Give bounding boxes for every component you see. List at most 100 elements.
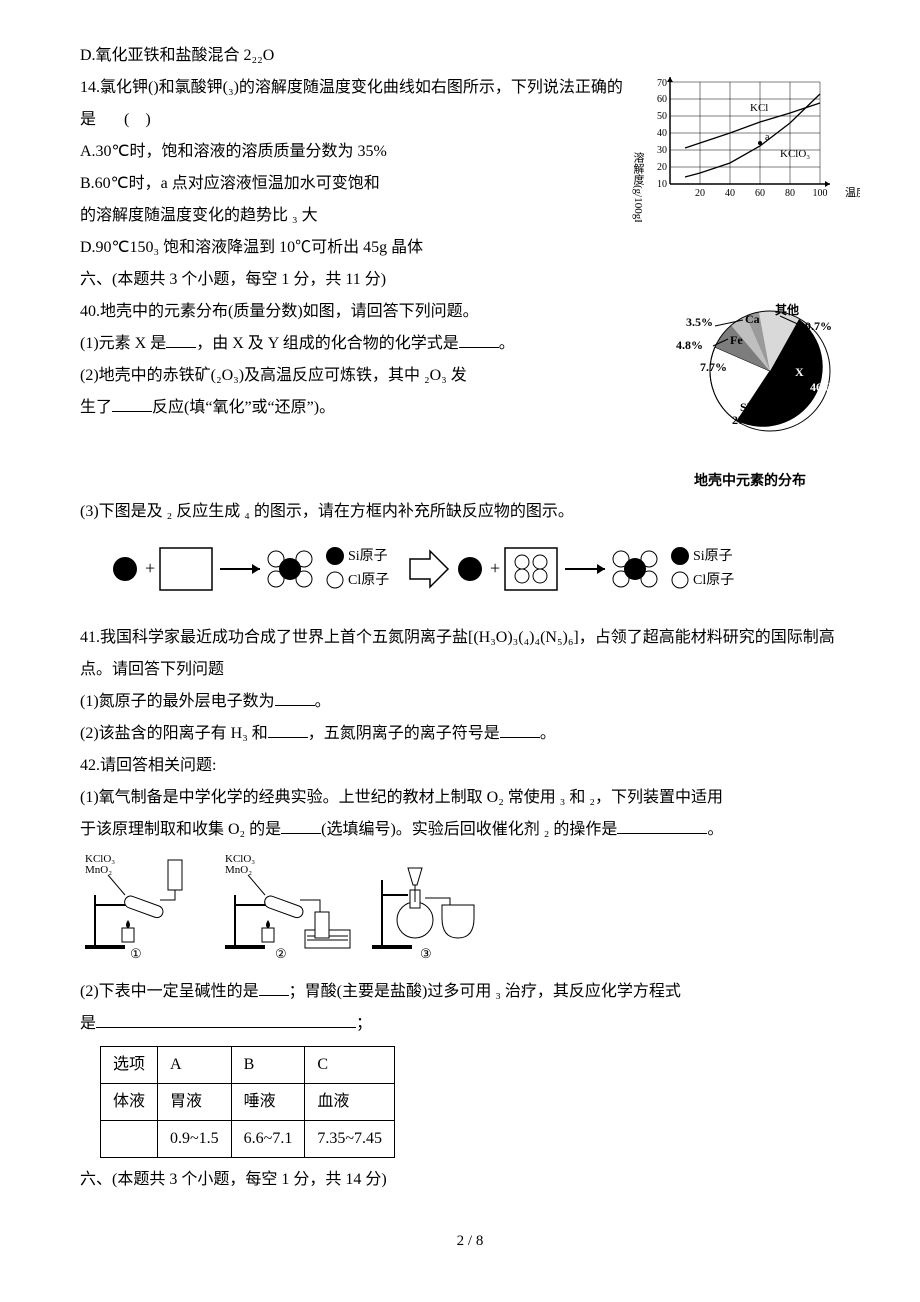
- sicl4-icon: [613, 551, 657, 587]
- q14-block: 14.氯化钾()和氯酸钾(₃)的溶解度随温度变化曲线如右图所示，下列说法正确的是…: [80, 72, 860, 264]
- ylabel: 溶解度(g/100gH₂O): [632, 151, 645, 222]
- ph-table: 选项 A B C 体液 胃液 唾液 血液 0.9~1.5 6.6~7.1 7.3…: [100, 1046, 395, 1158]
- table-row: 体液 胃液 唾液 血液: [101, 1084, 395, 1121]
- legend-cl: Cl原子: [693, 572, 734, 588]
- q42-sub2a: (2)下表中一定呈碱性的是 ；胃酸(主要是盐酸)过多可用 ₃ 治疗，其反应化学方程…: [80, 976, 860, 1008]
- q42-sub1b-b: (选填编号)。实验后回收催化剂 ₂ 的操作是: [321, 821, 617, 838]
- q40-sub1-c: 。: [499, 335, 515, 352]
- q14-option-b: B.60℃时，a 点对应溶液恒温加水可变饱和: [80, 168, 630, 200]
- q42-sub1b-a: 于该原理制取和收集 O₂ 的是: [80, 821, 281, 838]
- q41-sub1-a: (1)氮原子的最外层电子数为: [80, 693, 275, 710]
- cell: 体液: [101, 1084, 158, 1121]
- cell: A: [158, 1047, 232, 1084]
- q41-sub2-b: ，五氮阴离子的离子符号是: [308, 725, 500, 742]
- q40-sub3: (3)下图是及 ₂ 反应生成 ₄ 的图示，请在方框内补充所缺反应物的图示。: [80, 496, 860, 528]
- apparatus-3: ③: [372, 868, 474, 960]
- cell: 胃液: [158, 1084, 232, 1121]
- q13-option-d: D.氧化亚铁和盐酸混合 2₂₂O: [80, 40, 860, 72]
- blank: [96, 1009, 356, 1028]
- cl2-box: [505, 548, 557, 590]
- svg-text:7.7%: 7.7%: [700, 360, 727, 374]
- q40-sub2b: 生了反应(填“氧化”或“还原”)。: [80, 392, 640, 424]
- q40-stem: 40.地壳中的元素分布(质量分数)如图，请回答下列问题。: [80, 296, 640, 328]
- svg-text:20: 20: [657, 162, 667, 173]
- cell: 6.6~7.1: [231, 1121, 305, 1158]
- svg-text:其他: 其他: [775, 302, 799, 317]
- q41-sub1: (1)氮原子的最外层电子数为 。: [80, 686, 860, 718]
- q42-sub1b: 于该原理制取和收集 O₂ 的是 (选填编号)。实验后回收催化剂 ₂ 的操作是 。: [80, 814, 860, 846]
- yticks: 10203040506070: [657, 78, 667, 190]
- blank: [275, 687, 315, 706]
- svg-text:40: 40: [725, 188, 735, 199]
- q42-sub1b-c: 。: [707, 821, 723, 838]
- cell: 0.9~1.5: [158, 1121, 232, 1158]
- svg-text:MnO₂: MnO₂: [225, 864, 252, 876]
- cell: B: [231, 1047, 305, 1084]
- section-6b-header: 六、(本题共 3 个小题，每空 1 分，共 14 分): [80, 1164, 860, 1196]
- q40-sub2b-a: 生了: [80, 399, 112, 416]
- svg-text:MnO₂: MnO₂: [85, 864, 112, 876]
- cell: 7.35~7.45: [305, 1121, 395, 1158]
- reactant-blank-box: [160, 548, 212, 590]
- svg-text:9.7%: 9.7%: [805, 319, 832, 333]
- cell: 唾液: [231, 1084, 305, 1121]
- cell: 血液: [305, 1084, 395, 1121]
- q41-sub1-b: 。: [315, 693, 331, 710]
- svg-text:100: 100: [813, 188, 828, 199]
- svg-text:+: +: [490, 558, 500, 578]
- q40-pie: X46.6% Si27.7% Y7.7% 4.8%Fe 3.5%Ca 其他9.7…: [640, 296, 860, 496]
- q42-sub2a-a: (2)下表中一定呈碱性的是: [80, 983, 259, 1000]
- q42-sub2b-b: ；: [356, 1015, 372, 1032]
- svg-text:Fe: Fe: [730, 333, 743, 347]
- q41-sub2-a: (2)该盐含的阳离子有 H₃ 和: [80, 725, 268, 742]
- section-6a-header: 六、(本题共 3 个小题，每空 1 分，共 11 分): [80, 264, 860, 296]
- svg-text:4.8%: 4.8%: [676, 338, 703, 352]
- xlabel: 温度(℃): [845, 185, 860, 199]
- q42-sub2b: 是；: [80, 1008, 860, 1040]
- q41-sub2-c: 。: [540, 725, 556, 742]
- blank: [617, 815, 707, 834]
- legend-si: Si原子: [348, 548, 388, 564]
- q14-option-d: D.90℃150₃ 饱和溶液降温到 10℃可析出 45g 晶体: [80, 232, 630, 264]
- si-atom-icon: [458, 557, 482, 581]
- q14-stem-text: 14.氯化钾()和氯酸钾(₃)的溶解度随温度变化曲线如右图所示，下列说法正确的是: [80, 79, 623, 128]
- svg-text:10: 10: [657, 179, 667, 190]
- apparatus-diagram: KClO₃MnO₂ ① KClO₃MnO₂: [80, 850, 860, 972]
- svg-text:Si: Si: [740, 400, 751, 414]
- point-a: [758, 141, 762, 145]
- q14-option-c: 的溶解度随温度变化的趋势比 ₃ 大: [80, 200, 630, 232]
- blank: [459, 329, 499, 348]
- q42-stem: 42.请回答相关问题:: [80, 750, 860, 782]
- svg-text:80: 80: [785, 188, 795, 199]
- q40-sub1: (1)元素 X 是 ，由 X 及 Y 组成的化合物的化学式是 。: [80, 328, 640, 360]
- mc-paren: ( ): [124, 111, 157, 128]
- label-kcl: KCl: [750, 102, 768, 114]
- blank: [166, 329, 196, 348]
- svg-text:27.7%: 27.7%: [732, 413, 765, 427]
- svg-text:③: ③: [420, 946, 432, 960]
- cell: C: [305, 1047, 395, 1084]
- q40-sub1-a: (1)元素 X 是: [80, 335, 166, 352]
- xticks: 20406080100: [695, 188, 828, 199]
- apparatus-2: KClO₃MnO₂ ②: [225, 853, 350, 960]
- svg-text:40: 40: [657, 128, 667, 139]
- blank: [281, 815, 321, 834]
- q41-stem: 41.我国科学家最近成功合成了世界上首个五氮阴离子盐[(H₃O)₃(₄)₄(N₅…: [80, 622, 860, 686]
- q14-option-a: A.30℃时，饱和溶液的溶质质量分数为 35%: [80, 136, 630, 168]
- q42-sub2b-a: 是: [80, 1015, 96, 1032]
- q42-sub2a-b: ；胃酸(主要是盐酸)过多可用 ₃ 治疗，其反应化学方程式: [289, 983, 681, 1000]
- q40-block: 40.地壳中的元素分布(质量分数)如图，请回答下列问题。 (1)元素 X 是 ，由…: [80, 296, 860, 496]
- point-a-label: a: [765, 132, 770, 143]
- svg-text:70: 70: [657, 78, 667, 89]
- q14-stem: 14.氯化钾()和氯酸钾(₃)的溶解度随温度变化曲线如右图所示，下列说法正确的是…: [80, 72, 630, 136]
- legend-si: Si原子: [693, 548, 733, 564]
- cell: 选项: [101, 1047, 158, 1084]
- svg-text:X: X: [795, 365, 804, 379]
- svg-text:60: 60: [657, 94, 667, 105]
- svg-text:②: ②: [275, 946, 287, 960]
- q40-sub1-b: ，由 X 及 Y 组成的化合物的化学式是: [196, 335, 459, 352]
- svg-text:30: 30: [657, 145, 667, 156]
- label-kclo3: KClO₃: [780, 148, 810, 160]
- svg-text:3.5%: 3.5%: [686, 315, 713, 329]
- table-row: 0.9~1.5 6.6~7.1 7.35~7.45: [101, 1121, 395, 1158]
